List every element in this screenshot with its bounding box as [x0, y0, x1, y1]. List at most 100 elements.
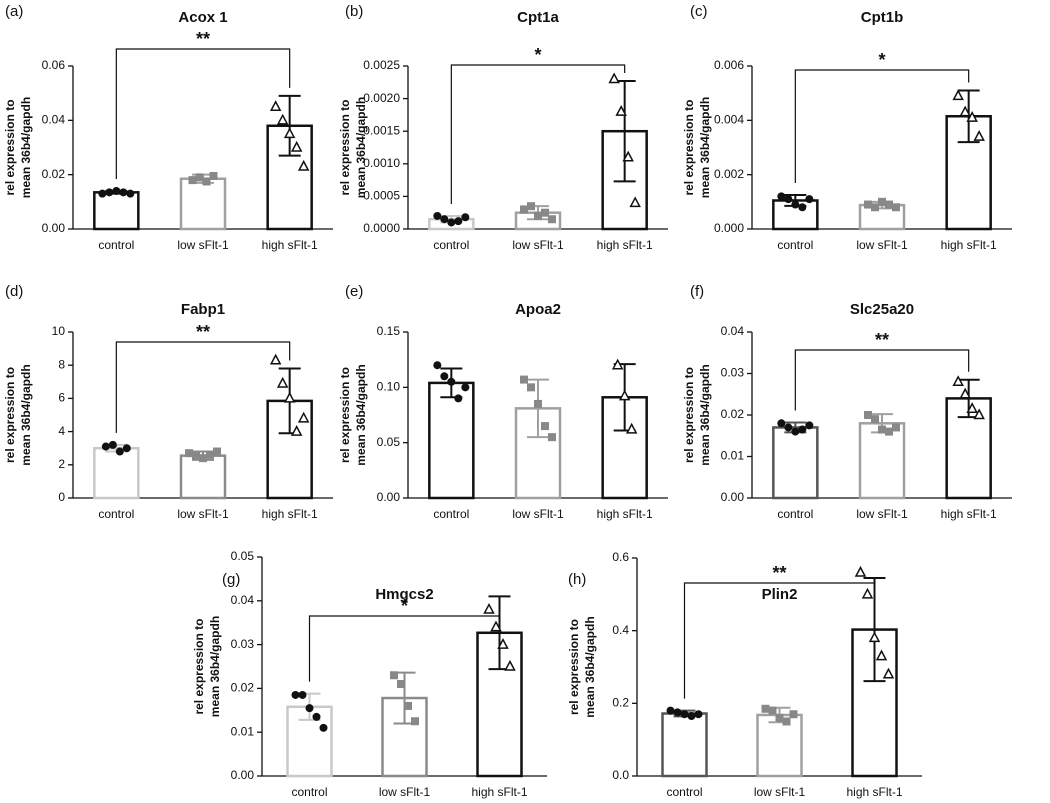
y-tick-label: 0.15 [377, 324, 401, 338]
significance-label: * [401, 596, 408, 616]
y-tick-label: 0.0005 [363, 189, 400, 203]
y-tick-label: 0.03 [721, 366, 745, 380]
x-tick-label: high sFlt-1 [597, 507, 653, 521]
data-point [319, 723, 328, 732]
x-tick-label: low sFlt-1 [754, 785, 806, 799]
y-tick-label: 0.00 [721, 490, 745, 504]
y-tick-label: 0.2 [612, 696, 629, 710]
y-tick-label: 0.00 [42, 221, 66, 235]
chart-title: Slc25a20 [850, 301, 914, 318]
data-point [541, 208, 549, 217]
data-point [966, 111, 978, 122]
x-tick-label: high sFlt-1 [846, 785, 902, 799]
y-tick-label: 0 [58, 490, 65, 504]
data-point [98, 189, 107, 198]
y-tick-label: 0.000 [714, 221, 744, 235]
data-point [390, 671, 398, 680]
y-axis-label: mean 36b4/gapdh [698, 97, 712, 198]
x-tick-label: control [98, 238, 134, 252]
y-axis-label: rel expression to [338, 99, 352, 195]
x-tick-label: control [777, 238, 813, 252]
data-point [548, 215, 556, 224]
data-point [199, 454, 207, 463]
significance-label: ** [772, 563, 786, 583]
y-tick-label: 0.02 [231, 681, 255, 695]
bar [179, 177, 227, 231]
data-point [447, 218, 456, 227]
data-point [527, 202, 535, 211]
chart-title: Acox 1 [178, 9, 227, 26]
y-tick-label: 0.0020 [363, 91, 400, 105]
data-point [188, 176, 197, 185]
significance-label: ** [196, 29, 210, 49]
data-point [687, 712, 696, 721]
x-tick-label: high sFlt-1 [941, 507, 997, 521]
data-point [527, 383, 535, 392]
data-point [666, 706, 675, 715]
significance-bracket [794, 69, 970, 184]
data-point [615, 105, 627, 116]
y-tick-label: 4 [58, 424, 65, 438]
data-point [892, 423, 900, 432]
data-point [791, 200, 800, 209]
data-point [298, 690, 307, 699]
y-tick-label: 0.002 [714, 167, 744, 181]
y-tick-label: 0.00 [231, 768, 255, 782]
data-point [791, 427, 800, 436]
data-point [885, 200, 893, 209]
data-point [291, 690, 300, 699]
panel-label: (d) [5, 283, 23, 300]
significance-bracket [794, 349, 970, 411]
data-point [875, 649, 888, 661]
y-tick-label: 0.10 [377, 380, 401, 394]
bar [93, 446, 140, 500]
data-point [433, 361, 442, 370]
x-tick-label: high sFlt-1 [262, 507, 318, 521]
significance-bracket [115, 48, 291, 179]
data-point [283, 391, 296, 403]
y-tick-label: 0.01 [231, 724, 255, 738]
data-point [433, 211, 442, 220]
data-point [105, 188, 114, 197]
data-point [269, 353, 282, 365]
y-axis-label: rel expression to [192, 618, 206, 714]
x-tick-label: control [666, 785, 702, 799]
data-point [541, 422, 549, 431]
x-tick-label: low sFlt-1 [856, 238, 908, 252]
x-tick-label: low sFlt-1 [177, 238, 229, 252]
data-point [195, 173, 204, 182]
data-point [115, 447, 124, 456]
data-point [966, 402, 978, 414]
data-point [882, 667, 895, 679]
y-axis-label: rel expression to [567, 619, 581, 715]
data-point [447, 377, 456, 386]
x-tick-label: high sFlt-1 [262, 238, 318, 252]
y-axis-label: rel expression to [3, 367, 17, 463]
data-point [192, 452, 200, 461]
panel-label: (f) [690, 283, 704, 300]
error-bar [278, 94, 301, 157]
data-point [305, 704, 314, 713]
y-tick-label: 0.0015 [363, 123, 400, 137]
data-point [864, 411, 872, 419]
y-axis-label: mean 36b4/gapdh [208, 616, 222, 717]
data-point [269, 100, 282, 111]
data-point [673, 708, 682, 717]
panel-label: (h) [568, 571, 586, 588]
data-point [871, 415, 879, 424]
y-axis-label: mean 36b4/gapdh [354, 364, 368, 465]
data-point [411, 717, 419, 726]
data-point [206, 450, 214, 459]
data-point [618, 389, 631, 401]
data-point [694, 710, 703, 719]
y-tick-label: 0.04 [231, 593, 255, 607]
data-point [952, 375, 964, 387]
significance-bracket [450, 64, 626, 204]
bar [756, 713, 803, 778]
data-point [119, 188, 128, 197]
y-tick-label: 0.006 [714, 58, 744, 72]
x-tick-label: control [291, 785, 327, 799]
data-point [861, 587, 874, 599]
x-tick-label: high sFlt-1 [941, 238, 997, 252]
